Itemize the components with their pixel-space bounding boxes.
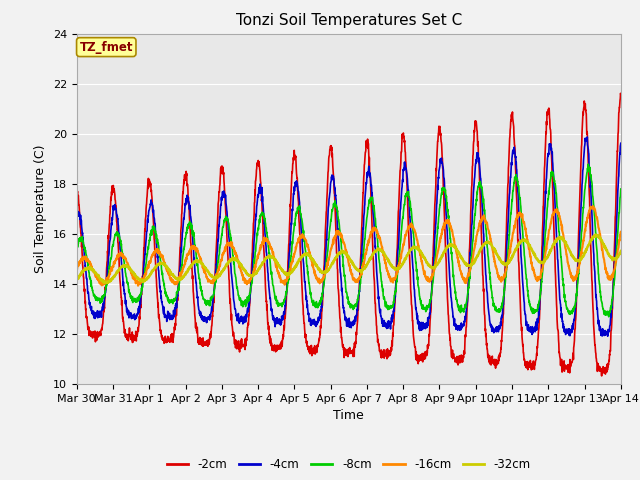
-4cm bbox=[604, 333, 612, 339]
-32cm bbox=[591, 232, 599, 238]
-2cm bbox=[376, 349, 384, 355]
-8cm bbox=[584, 168, 591, 174]
Line: -4cm: -4cm bbox=[77, 137, 621, 336]
-2cm bbox=[598, 373, 605, 379]
-2cm bbox=[507, 119, 515, 125]
-4cm bbox=[225, 227, 232, 232]
-32cm bbox=[104, 280, 111, 286]
-8cm bbox=[376, 268, 384, 274]
-32cm bbox=[569, 254, 577, 260]
-2cm bbox=[73, 190, 81, 195]
-8cm bbox=[617, 186, 625, 192]
-4cm bbox=[617, 140, 625, 146]
-8cm bbox=[605, 314, 612, 320]
-2cm bbox=[569, 356, 577, 362]
-32cm bbox=[225, 260, 232, 265]
-8cm bbox=[73, 246, 81, 252]
-16cm bbox=[134, 283, 142, 288]
-2cm bbox=[225, 265, 232, 271]
-32cm bbox=[376, 247, 384, 253]
-4cm bbox=[376, 310, 384, 316]
-4cm bbox=[507, 174, 515, 180]
Line: -8cm: -8cm bbox=[77, 164, 621, 317]
-16cm bbox=[617, 229, 625, 235]
-16cm bbox=[225, 241, 232, 247]
-2cm bbox=[617, 92, 625, 97]
-32cm bbox=[73, 276, 81, 282]
X-axis label: Time: Time bbox=[333, 409, 364, 422]
-2cm bbox=[617, 90, 625, 96]
-16cm bbox=[73, 264, 81, 270]
-4cm bbox=[365, 170, 372, 176]
-4cm bbox=[569, 326, 577, 332]
Y-axis label: Soil Temperature (C): Soil Temperature (C) bbox=[35, 144, 47, 273]
-4cm bbox=[73, 217, 81, 223]
-8cm bbox=[225, 220, 232, 226]
Title: Tonzi Soil Temperatures Set C: Tonzi Soil Temperatures Set C bbox=[236, 13, 462, 28]
-32cm bbox=[584, 243, 592, 249]
-16cm bbox=[376, 237, 384, 243]
-32cm bbox=[365, 259, 372, 264]
-8cm bbox=[569, 307, 577, 312]
-32cm bbox=[617, 248, 625, 254]
-32cm bbox=[507, 257, 515, 263]
-16cm bbox=[589, 203, 596, 209]
-16cm bbox=[569, 276, 577, 281]
-16cm bbox=[507, 242, 515, 248]
-16cm bbox=[365, 237, 372, 243]
Line: -16cm: -16cm bbox=[77, 206, 621, 286]
-2cm bbox=[365, 141, 372, 146]
-4cm bbox=[584, 145, 592, 151]
-8cm bbox=[365, 204, 372, 210]
Text: TZ_fmet: TZ_fmet bbox=[79, 41, 133, 54]
-8cm bbox=[507, 210, 515, 216]
Line: -32cm: -32cm bbox=[77, 235, 621, 283]
-2cm bbox=[584, 147, 591, 153]
Line: -2cm: -2cm bbox=[77, 93, 621, 376]
-16cm bbox=[584, 212, 592, 217]
-4cm bbox=[584, 134, 591, 140]
-8cm bbox=[584, 161, 592, 167]
Legend: -2cm, -4cm, -8cm, -16cm, -32cm: -2cm, -4cm, -8cm, -16cm, -32cm bbox=[162, 454, 536, 476]
